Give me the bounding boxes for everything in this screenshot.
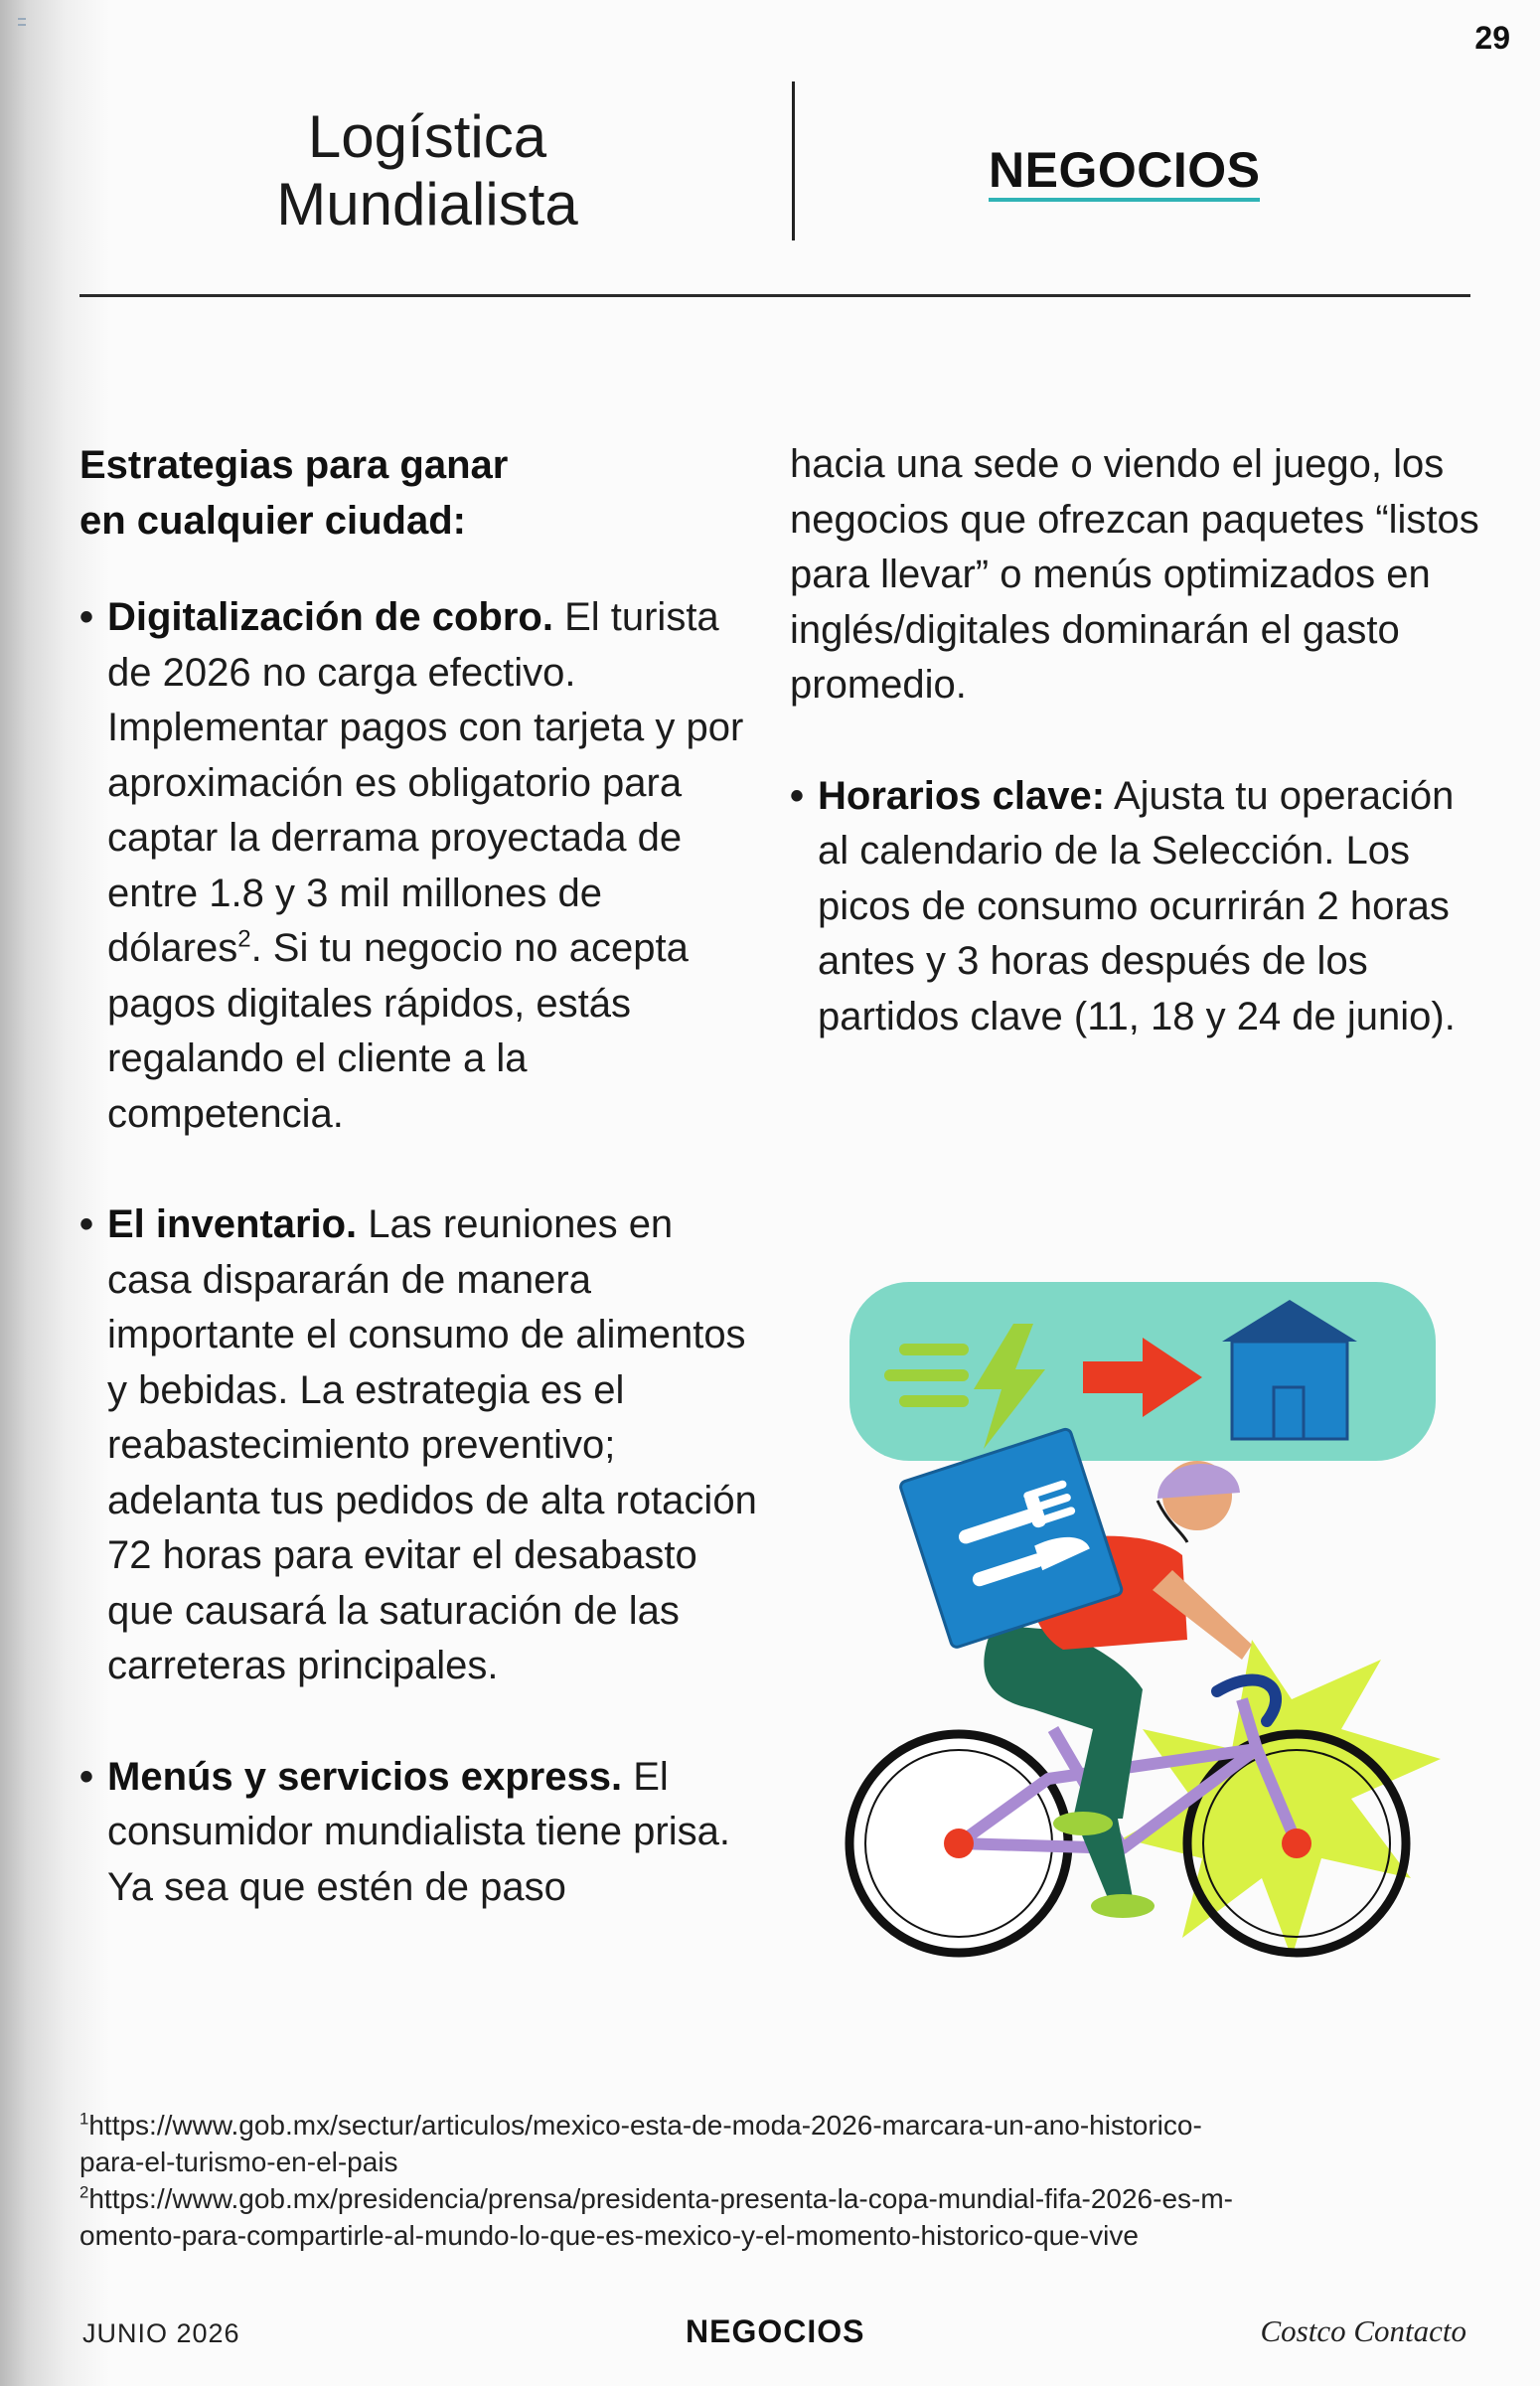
bullet-lead: Horarios clave: (818, 773, 1106, 818)
footnote-marker: 2 (79, 2182, 89, 2202)
bullet-horarios: Horarios clave: Ajusta tu operación al c… (790, 769, 1485, 1045)
house-icon (1222, 1300, 1357, 1441)
delivery-box (899, 1427, 1124, 1649)
bullet-lead: Digitalización de cobro. (107, 595, 553, 639)
rider-legs (984, 1625, 1143, 1819)
header-title-line2: Mundialista (276, 171, 578, 238)
bullet-menus-express: Menús y servicios express. El consumidor… (79, 1750, 765, 1916)
header-title-line1: Logística (307, 103, 547, 170)
footer-date: JUNIO 2026 (82, 2318, 240, 2348)
page-number: 29 (1474, 20, 1510, 56)
bullet-text: El consumidor mundialista tiene prisa. Y… (107, 1754, 730, 1909)
footnotes: 1https://www.gob.mx/sectur/articulos/mex… (79, 2107, 1490, 2254)
bullet-digitalizacion: Digitalización de cobro. El turista de 2… (79, 590, 765, 1142)
header-title: Logística Mundialista (248, 103, 606, 239)
bullet-lead: Menús y servicios express. (107, 1754, 623, 1799)
footnote-ref: 2 (237, 925, 251, 953)
page-gutter-shadow (0, 0, 109, 2386)
header-section-label: NEGOCIOS (989, 144, 1261, 202)
bullet-inventario: El inventario. Las reuniones en casa dis… (79, 1197, 765, 1694)
footer-section: NEGOCIOS (686, 2313, 865, 2349)
rider (984, 1461, 1252, 1918)
delivery-cyclist-illustration (845, 1282, 1441, 1958)
rider-arm (1153, 1570, 1252, 1660)
bullet-text: Las reuniones en casa dispararán de mane… (107, 1202, 757, 1687)
bicycle (845, 1673, 1411, 1958)
continued-paragraph: hacia una sede o viendo el juego, los ne… (790, 442, 1479, 707)
footnote-2-cont[interactable]: omento-para-compartirle-al-mundo-lo-que-… (79, 2220, 1139, 2251)
knife-icon (972, 1536, 1090, 1587)
footer-brand: Costco Contacto (1260, 2313, 1466, 2348)
subtitle-line2: en cualquier ciudad: (79, 499, 466, 543)
right-column: hacia una sede o viendo el juego, los ne… (790, 437, 1485, 1100)
footnote-1: 1https://www.gob.mx/sectur/articulos/mex… (79, 2107, 1490, 2144)
lightning-icon (974, 1324, 1045, 1449)
footnote-link[interactable]: https://www.gob.mx/sectur/articulos/mexi… (88, 2110, 1202, 2141)
helmet-icon (1157, 1463, 1240, 1499)
footnote-2: 2https://www.gob.mx/presidencia/prensa/p… (79, 2180, 1490, 2217)
speed-lines-icon (884, 1344, 969, 1407)
bullet-text: Ajusta tu operación al calendario de la … (818, 773, 1456, 1038)
header-divider (792, 81, 795, 240)
front-wheel (1182, 1729, 1411, 1958)
left-column: Estrategias para ganar en cualquier ciud… (79, 437, 765, 1971)
subtitle-line1: Estrategias para ganar (79, 443, 509, 487)
bullet-lead: El inventario. (107, 1202, 358, 1246)
fork-icon (958, 1480, 1076, 1544)
footnote-link[interactable]: https://www.gob.mx/presidencia/prensa/pr… (88, 2183, 1233, 2214)
footnote-1-cont[interactable]: para-el-turismo-en-el-pais (79, 2147, 398, 2177)
bullet-text: El turista de 2026 no carga efectivo. Im… (107, 595, 744, 970)
header-rule (79, 294, 1470, 297)
corner-mark-icon (18, 18, 26, 26)
article-subtitle: Estrategias para ganar en cualquier ciud… (79, 437, 765, 549)
arrow-right-icon (1083, 1338, 1202, 1417)
bullet-text-cont: . Si tu negocio no acepta pagos digitale… (107, 926, 689, 1136)
footnote-marker: 1 (79, 2109, 89, 2129)
